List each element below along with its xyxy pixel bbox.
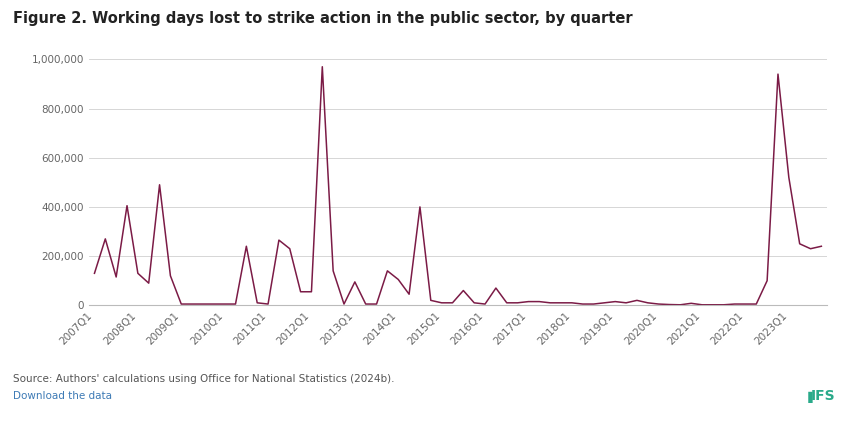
- Text: Download the data: Download the data: [13, 391, 112, 401]
- Text: Source: Authors' calculations using Office for National Statistics (2024b).: Source: Authors' calculations using Offi…: [13, 374, 394, 384]
- Text: ▐: ▐: [804, 392, 812, 403]
- Text: IFS: IFS: [811, 389, 835, 403]
- Text: Figure 2. Working days lost to strike action in the public sector, by quarter: Figure 2. Working days lost to strike ac…: [13, 11, 633, 25]
